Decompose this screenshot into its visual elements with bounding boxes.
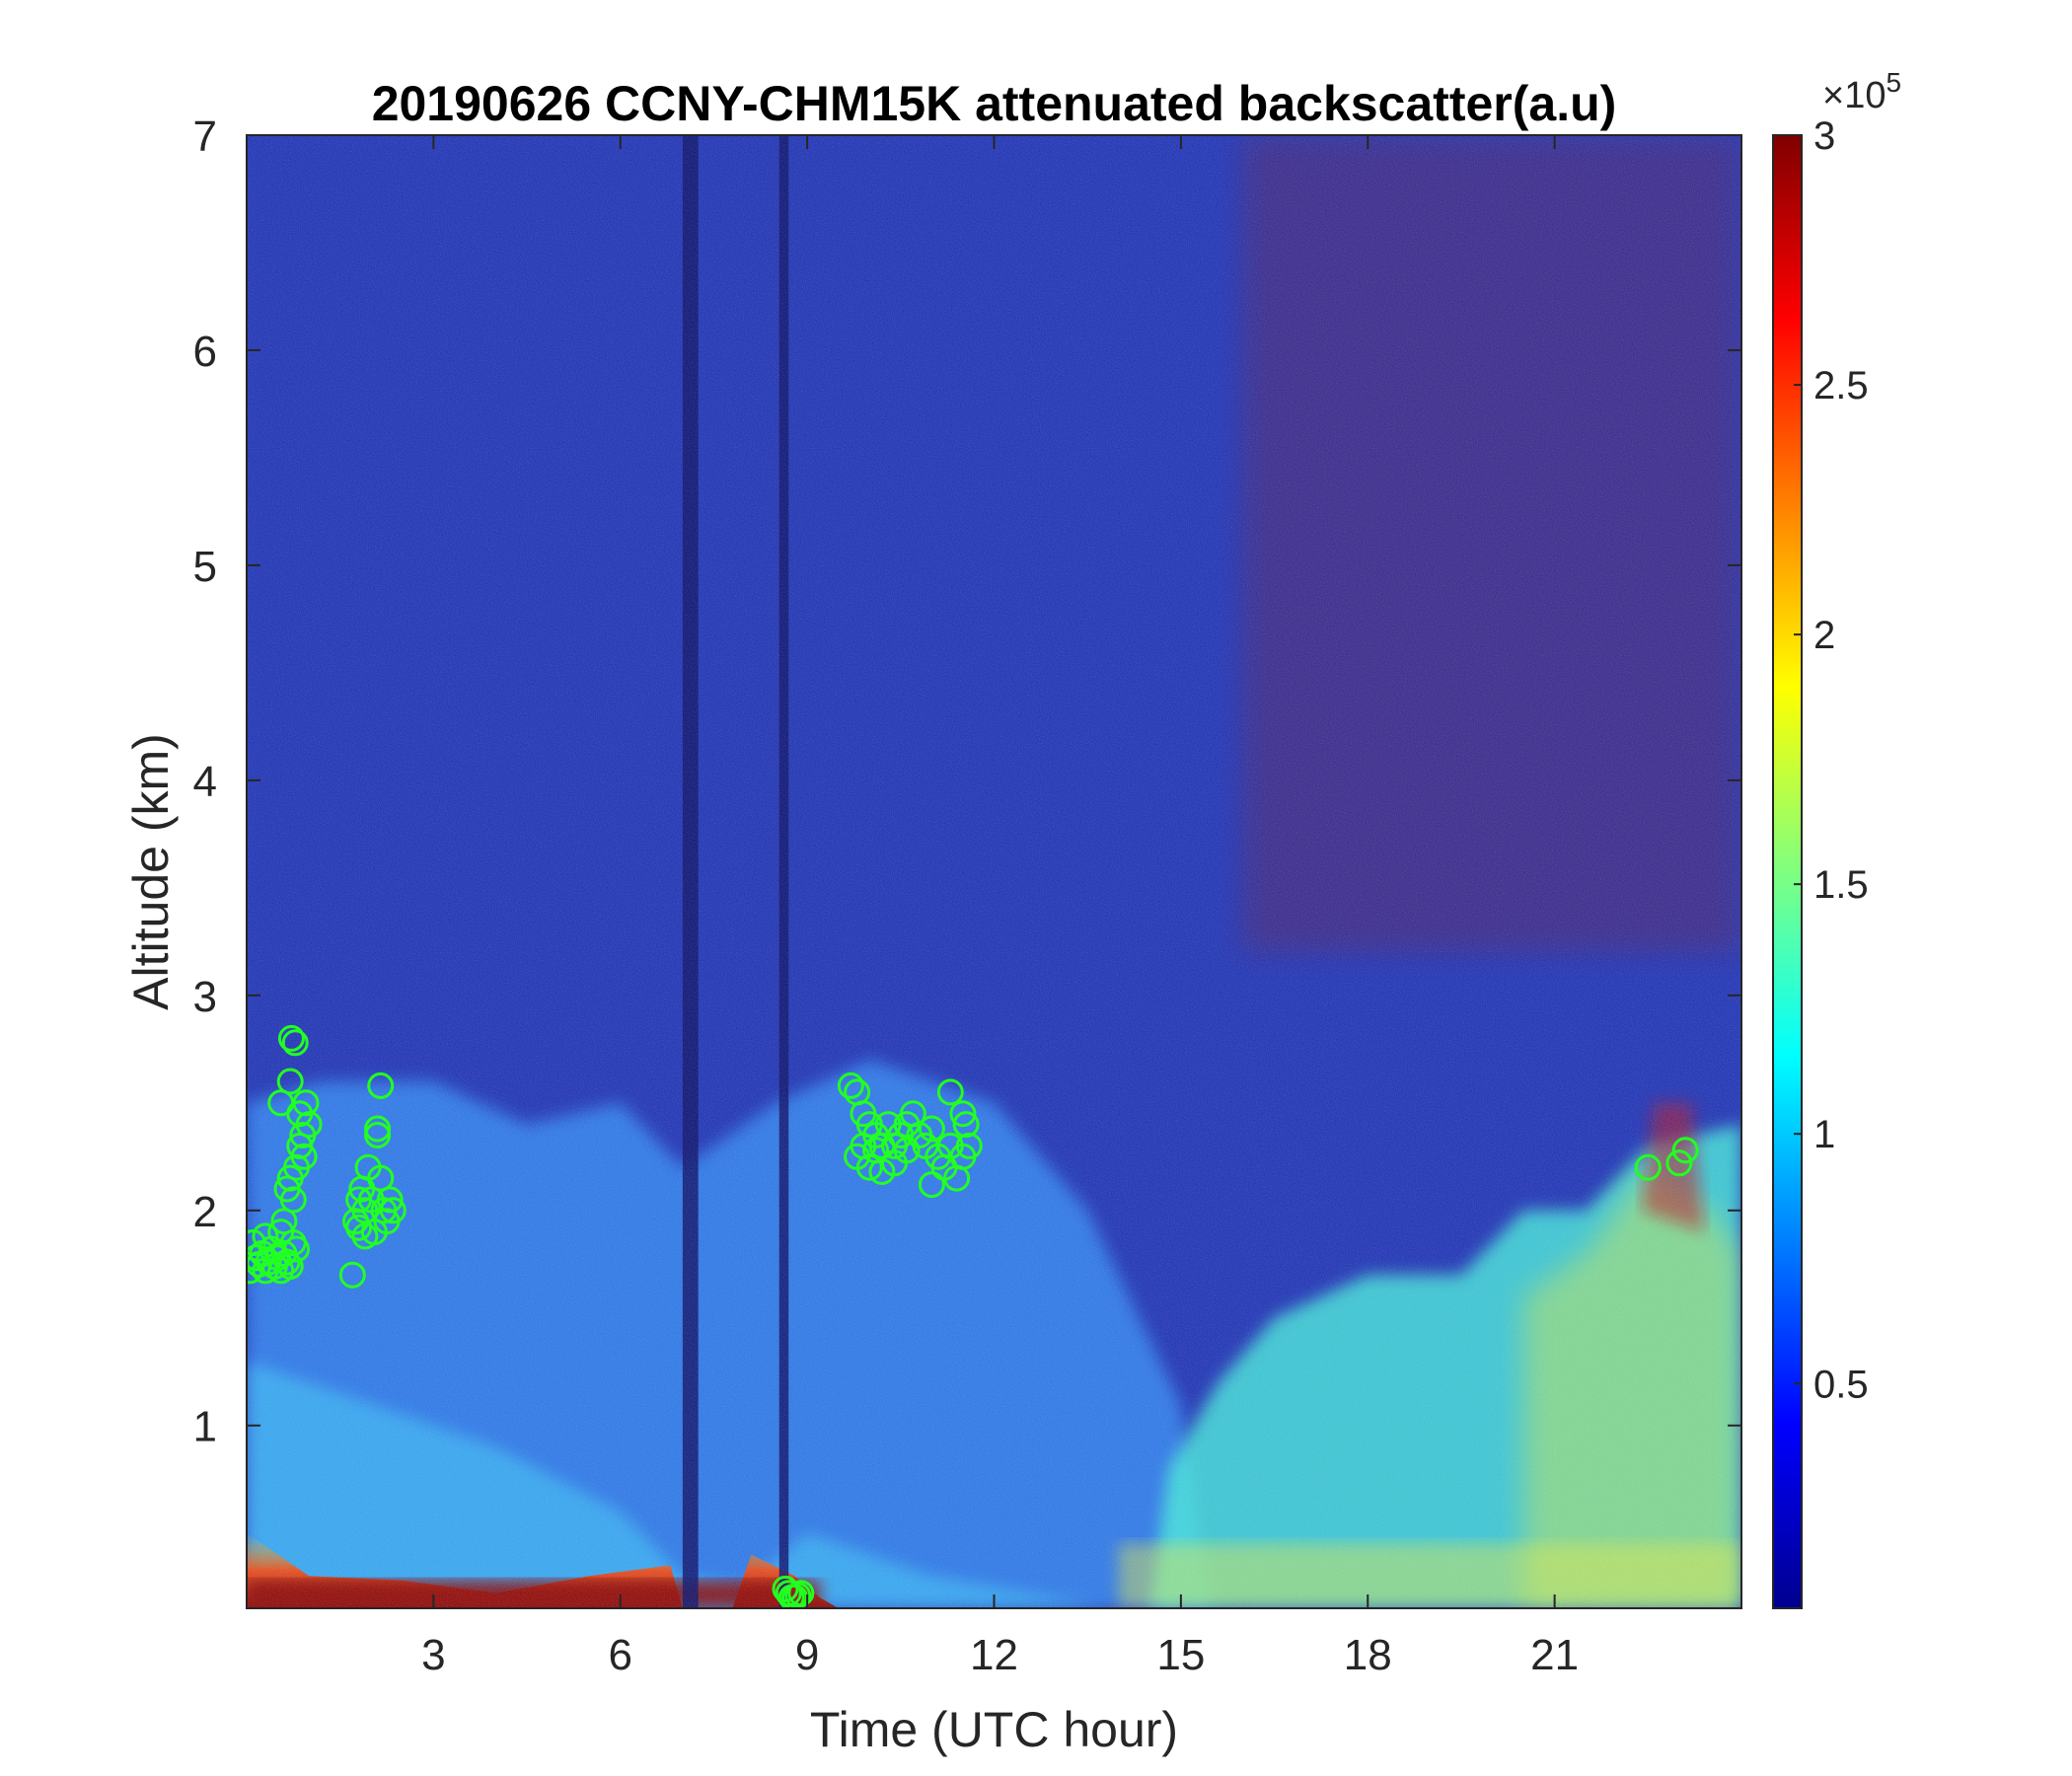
marker-point (893, 1137, 921, 1164)
marker-point (1671, 1137, 1699, 1164)
y-axis: 1 2 3 4 5 6 7 (193, 112, 1741, 1451)
noise-texture (247, 135, 1741, 1608)
marker-point (252, 1222, 279, 1250)
plot-area (247, 135, 1741, 1608)
colorbar-tick-label: 2 (1813, 614, 1835, 657)
marker-point (949, 1100, 977, 1128)
marker-point (918, 1171, 945, 1199)
marker-point (775, 1580, 802, 1607)
marker-point (936, 1078, 964, 1106)
colorbar-tick-label: 2.5 (1813, 364, 1869, 407)
marker-point (787, 1580, 815, 1607)
y-tick-label: 1 (193, 1403, 217, 1451)
marker-point (351, 1222, 379, 1250)
colorbar-tick-label: 1 (1813, 1113, 1835, 1156)
y-tick-label: 7 (193, 112, 217, 161)
layer-markers (247, 1024, 1699, 1608)
x-tick-label: 6 (609, 1631, 632, 1679)
x-axis-label: Time (UTC hour) (810, 1702, 1178, 1757)
chart-title: 20190626 CCNY-CHM15K attenuated backscat… (372, 76, 1617, 131)
marker-point (290, 1143, 318, 1170)
marker-point (267, 1219, 295, 1246)
marker-point (918, 1115, 945, 1143)
colorbar-ticks: 0.5 1 1.5 2 2.5 3 (1794, 114, 1869, 1406)
marker-point (379, 1197, 407, 1224)
y-tick-label: 4 (193, 758, 217, 806)
x-tick-label: 15 (1156, 1631, 1205, 1679)
marker-point (837, 1072, 864, 1099)
marker-point (850, 1132, 877, 1159)
marker-point (1665, 1149, 1693, 1177)
colorbar-tick-label: 1.5 (1813, 863, 1869, 907)
marker-point (862, 1137, 890, 1164)
y-tick-label: 2 (193, 1188, 217, 1236)
colorbar: 0.5 1 1.5 2 2.5 3 ×105 (1772, 67, 1901, 1609)
y-tick-label: 5 (193, 543, 217, 591)
marker-point (772, 1575, 799, 1602)
x-tick-label: 21 (1530, 1631, 1579, 1679)
marker-point (952, 1111, 980, 1139)
marker-point (279, 1186, 307, 1214)
marker-point (338, 1261, 366, 1289)
x-tick-label: 9 (795, 1631, 819, 1679)
marker-point (784, 1582, 812, 1608)
colorbar-multiplier-base: ×10 (1822, 75, 1886, 116)
y-tick-label: 3 (193, 973, 217, 1021)
colorbar-scale (1772, 134, 1803, 1609)
colorbar-multiplier-exponent: 5 (1886, 67, 1901, 98)
marker-point (376, 1186, 404, 1214)
colorbar-multiplier: ×105 (1822, 67, 1901, 116)
colorbar-tick-label: 3 (1813, 114, 1835, 158)
x-tick-label: 12 (970, 1631, 1018, 1679)
colorbar-tick-label: 0.5 (1813, 1363, 1869, 1406)
marker-point (277, 1024, 305, 1052)
y-axis-label: Altitude (km) (123, 733, 179, 1010)
marker-point (367, 1164, 395, 1192)
x-axis: 3 6 9 12 15 18 21 (421, 135, 1579, 1679)
x-tick-label: 18 (1344, 1631, 1392, 1679)
marker-point (281, 1029, 309, 1057)
marker-point (283, 1235, 310, 1263)
marker-point (276, 1068, 304, 1095)
marker-point (955, 1132, 983, 1159)
y-tick-label: 6 (193, 328, 217, 376)
marker-point (267, 1089, 295, 1117)
marker-point (1634, 1153, 1662, 1181)
x-tick-label: 3 (421, 1631, 445, 1679)
marker-point (295, 1111, 323, 1139)
marker-point (364, 1115, 392, 1143)
marker-point (367, 1072, 395, 1099)
marker-point (364, 1122, 392, 1148)
marker-point (270, 1208, 298, 1235)
marker-point (345, 1214, 373, 1241)
